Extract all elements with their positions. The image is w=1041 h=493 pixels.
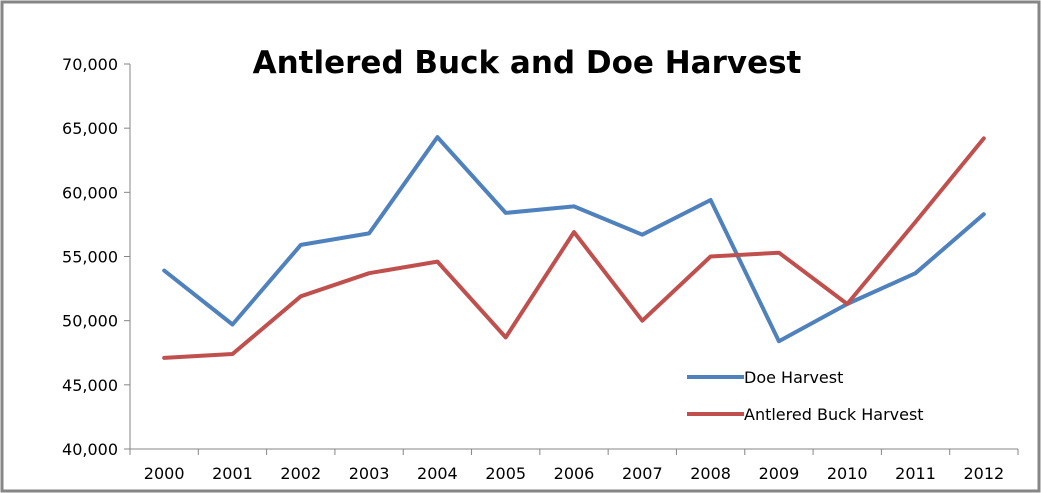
series-layer	[162, 135, 986, 360]
x-tick-label: 2011	[895, 464, 936, 483]
x-tick-label: 2001	[212, 464, 253, 483]
chart-title: Antlered Buck and Doe Harvest	[253, 45, 802, 81]
axes: 40,000 45,000 50,000 55,000 60,000 65,000 70,0…	[62, 55, 1019, 483]
y-tick-label: 45,000	[62, 376, 118, 395]
x-tick-label: 2006	[554, 464, 595, 483]
x-tick-label: 2009	[759, 464, 800, 483]
legend-label-antlered-buck-harvest: Antlered Buck Harvest	[744, 405, 924, 424]
y-tick-label: 50,000	[62, 312, 118, 331]
series-line-antlered-buck-harvest	[162, 136, 986, 360]
x-tick-label: 2003	[349, 464, 390, 483]
y-tick-label: 55,000	[62, 248, 118, 267]
x-tick-label: 2002	[280, 464, 321, 483]
x-tick-label: 2000	[144, 464, 185, 483]
y-tick-label: 70,000	[62, 55, 118, 74]
x-tick-label: 2004	[417, 464, 458, 483]
series-line-doe-harvest	[162, 135, 986, 344]
y-tick-label: 40,000	[62, 440, 118, 459]
y-tick-label: 60,000	[62, 183, 118, 202]
y-tick-label: 65,000	[62, 119, 118, 138]
legend-label-doe-harvest: Doe Harvest	[744, 368, 843, 387]
x-tick-label: 2008	[690, 464, 731, 483]
x-tick-label: 2010	[827, 464, 868, 483]
x-tick-label: 2007	[622, 464, 663, 483]
x-tick-label: 2012	[963, 464, 1004, 483]
x-tick-label: 2005	[485, 464, 526, 483]
legend: Doe Harvest Antlered Buck Harvest	[687, 368, 924, 424]
